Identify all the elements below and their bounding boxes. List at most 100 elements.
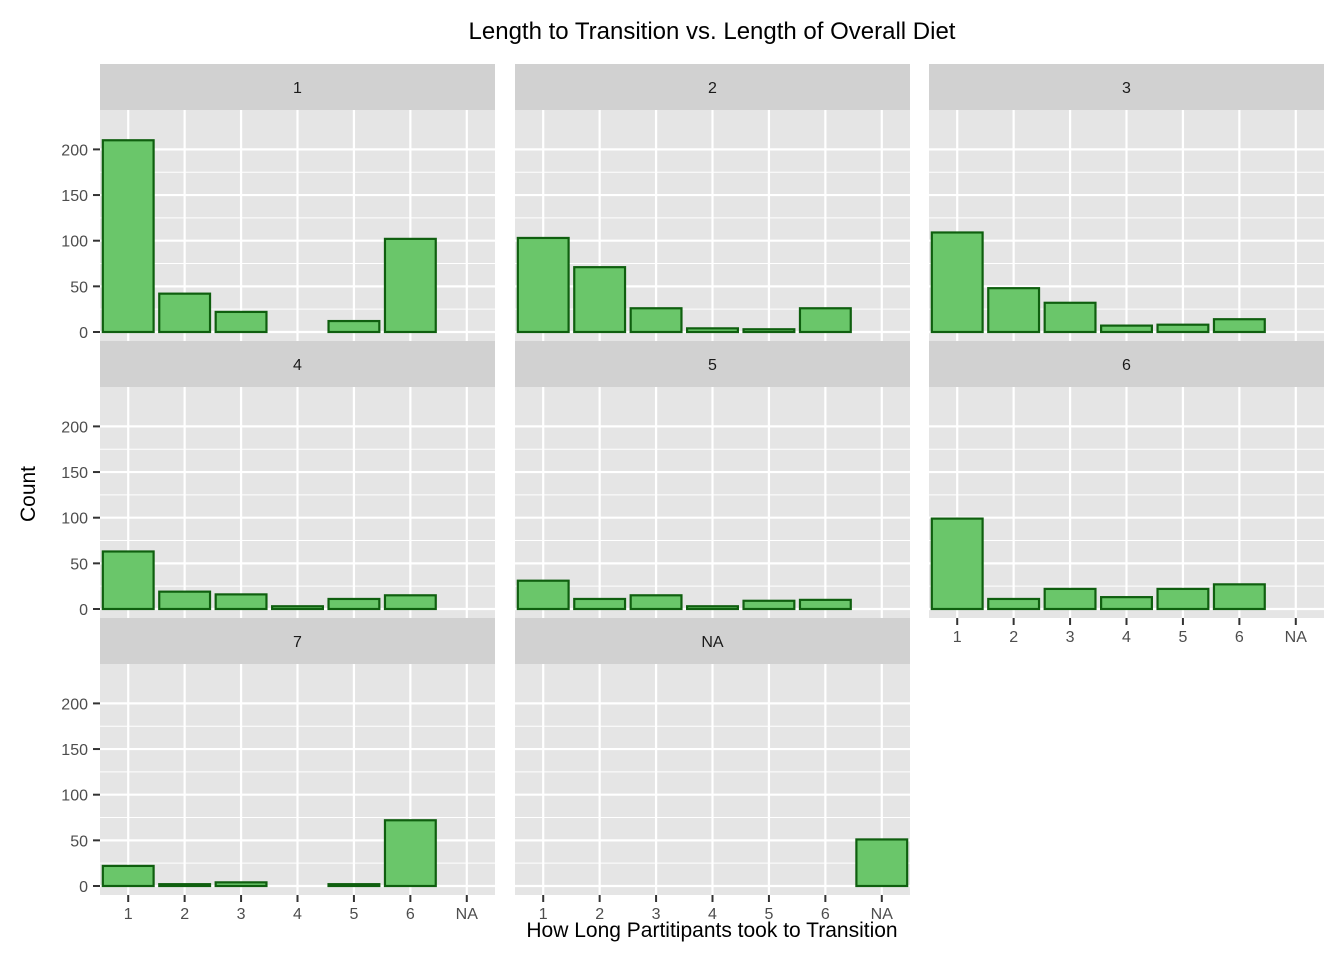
x-tick-label: 2 [1009,629,1018,646]
bar-6 [1212,318,1266,334]
facet-strip-label: 7 [293,634,302,651]
facet-panel-1: 1 0 50 100 150 200 [61,64,495,342]
y-tick-label: 0 [79,325,88,342]
bar-6 [798,307,852,334]
bar-3 [214,310,268,334]
bar-5 [327,319,381,334]
bar-1 [516,579,570,611]
bar-2 [158,590,212,611]
facet-strip-label: NA [701,634,724,651]
y-tick-label: 200 [61,696,88,713]
x-tick-label: NA [1285,629,1308,646]
x-tick-label: 3 [1066,629,1075,646]
facet-strip-label: 2 [708,80,717,97]
bar-5 [1156,587,1210,611]
y-axis-title: Count [17,466,40,522]
facet-strip-label: 4 [293,357,302,374]
bar-3 [214,593,268,611]
facet-panel-3: 3 [929,64,1324,341]
x-tick-label: 5 [764,906,773,923]
x-tick-label: 4 [708,906,717,923]
chart-title: Length to Transition vs. Length of Overa… [469,18,956,45]
x-tick-label: 6 [821,906,830,923]
y-tick-label: 0 [79,602,88,619]
bar-2 [987,597,1041,611]
bar-6 [383,237,437,334]
facet-panel-2: 2 [515,64,910,341]
y-tick-label: 50 [70,833,88,850]
facet-panel-NA: NA 1 2 3 4 5 6 NA [515,618,910,923]
x-axis-title: How Long Partitipants took to Transition [526,919,897,942]
bar-5 [327,883,381,888]
facet-strip [929,64,1324,110]
x-tick-label: 1 [124,906,133,923]
x-tick-label: 5 [1178,629,1187,646]
bar-2 [158,883,212,888]
bar-2 [158,292,212,334]
bar-3 [1043,301,1097,334]
facet-strip [515,64,910,110]
facet-panel-6: 6 1 2 3 4 5 6 NA [929,341,1324,646]
y-tick-label: 0 [79,879,88,896]
x-tick-label: 1 [953,629,962,646]
x-tick-label: 4 [1122,629,1131,646]
x-tick-label: 4 [293,906,302,923]
bar-4 [1100,596,1153,611]
y-tick-label: 200 [61,419,88,436]
facet-strip-label: 6 [1122,357,1131,374]
bar-5 [1156,323,1210,334]
bar-4 [1100,324,1153,334]
facet-strip [929,341,1324,387]
y-tick-label: 100 [61,234,88,251]
x-tick-label: 6 [1235,629,1244,646]
bar-1 [930,517,984,611]
x-tick-label: NA [871,906,894,923]
bar-6 [1212,583,1266,611]
bar-6 [383,594,437,611]
x-tick-label: 3 [652,906,661,923]
bar-3 [214,881,268,888]
facet-panels: 1 0 50 100 150 200 2 3 4 0 50 100 150 200 5 6 1 2 3 4 5 6 NA 7 0… [61,64,1324,923]
y-tick-label: 150 [61,465,88,482]
bar-4 [686,327,739,334]
x-tick-label: 2 [595,906,604,923]
facet-panel-4: 4 0 50 100 150 200 [61,341,495,619]
y-tick-label: 100 [61,788,88,805]
facet-strip [100,64,495,110]
bar-5 [327,597,381,611]
bar-6 [383,819,437,888]
facet-strip-label: 5 [708,357,717,374]
bar-5 [742,328,796,334]
x-tick-label: 5 [349,906,358,923]
facet-strip [100,341,495,387]
x-tick-label: 1 [539,906,548,923]
x-tick-label: 2 [180,906,189,923]
facet-strip-label: 3 [1122,80,1131,97]
bar-4 [686,605,739,611]
bar-2 [573,597,627,611]
facet-strip [515,341,910,387]
y-tick-label: 100 [61,511,88,528]
x-tick-label: 6 [406,906,415,923]
y-tick-label: 50 [70,279,88,296]
bar-5 [742,599,796,611]
facet-panel-7: 7 0 50 100 150 200 1 2 3 4 5 6 NA [61,618,495,923]
bar-3 [1043,587,1097,611]
bar-NA [855,838,909,888]
bar-1 [101,864,155,888]
bar-2 [987,287,1041,334]
bar-1 [516,236,570,334]
bar-1 [930,231,984,334]
x-tick-label: 3 [237,906,246,923]
facet-panel-5: 5 [515,341,910,618]
y-tick-label: 150 [61,742,88,759]
bar-3 [629,307,683,334]
bar-3 [629,594,683,611]
bar-1 [101,139,155,334]
facet-strip [515,618,910,664]
bar-4 [271,605,324,611]
bar-1 [101,550,155,611]
facet-strip-label: 1 [293,80,302,97]
bar-6 [798,598,852,611]
